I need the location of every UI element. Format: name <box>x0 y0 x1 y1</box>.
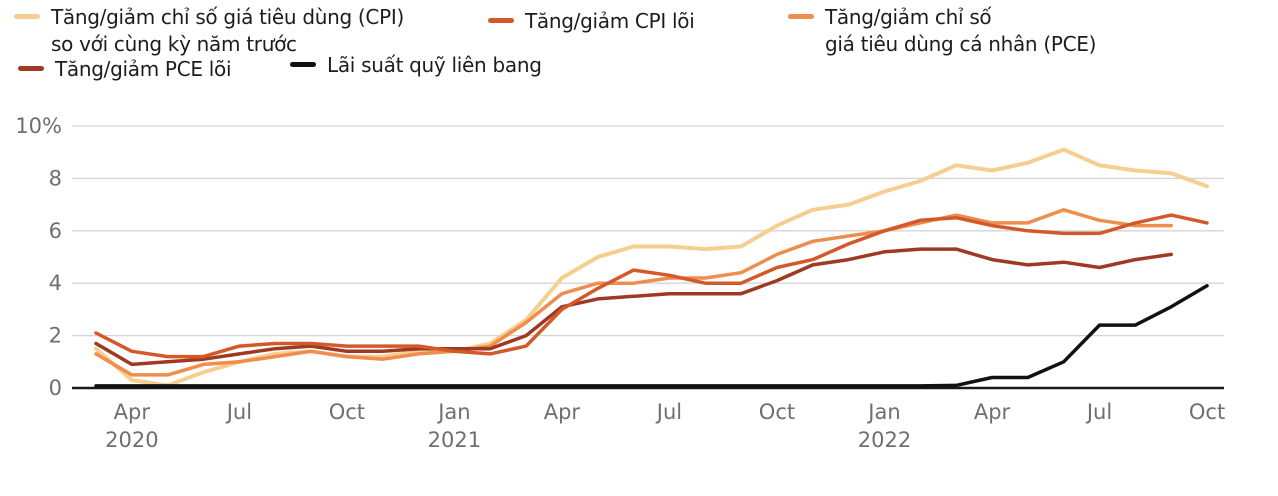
x-tick-year-label: 2021 <box>428 428 481 452</box>
legend-label-line2: giá tiêu dùng cá nhân (PCE) <box>825 32 1097 56</box>
x-tick-label: Apr <box>544 400 581 424</box>
legend-swatch-core-pce <box>18 66 44 71</box>
x-tick-label: Jul <box>225 400 252 424</box>
legend-item-pce: Tăng/giảm chỉ số giá tiêu dùng cá nhân (… <box>788 4 1155 58</box>
legend-label-pce: Tăng/giảm chỉ số giá tiêu dùng cá nhân (… <box>825 4 1155 58</box>
y-tick-label-10: 10% <box>15 114 62 138</box>
x-tick-label: Jan <box>436 400 470 424</box>
legend-swatch-core-cpi <box>488 18 514 23</box>
legend-label-core-pce: Tăng/giảm PCE lõi <box>55 57 232 81</box>
legend-item-core-cpi: Tăng/giảm CPI lõi <box>488 8 695 35</box>
y-tick-label-0: 0 <box>49 376 62 400</box>
x-tick-label: Jul <box>1085 400 1112 424</box>
y-tick-label-8: 8 <box>49 166 62 190</box>
legend-item-cpi: Tăng/giảm chỉ số giá tiêu dùng (CPI) so … <box>14 4 481 58</box>
y-tick-label-6: 6 <box>49 219 62 243</box>
series-fed_funds <box>94 284 1209 388</box>
x-tick-label: Apr <box>974 400 1011 424</box>
x-tick-label: Apr <box>114 400 151 424</box>
y-tick-label-2: 2 <box>49 324 62 348</box>
series-cpi <box>94 147 1209 388</box>
legend-swatch-pce <box>788 14 814 19</box>
series-pce <box>94 208 1173 377</box>
legend-label-line1: Tăng/giảm chỉ số giá tiêu dùng (CPI) <box>51 5 404 29</box>
x-tick-year-label: 2020 <box>105 428 158 452</box>
x-tick-label: Jul <box>655 400 682 424</box>
x-tick-label: Oct <box>329 400 365 424</box>
legend-label-core-cpi: Tăng/giảm CPI lõi <box>525 9 695 33</box>
chart-legend: Tăng/giảm chỉ số giá tiêu dùng (CPI) so … <box>0 0 1278 100</box>
legend-swatch-cpi <box>14 14 40 19</box>
legend-label-line1: Tăng/giảm chỉ số <box>825 5 992 29</box>
legend-swatch-fed-funds <box>290 62 316 67</box>
x-tick-label: Oct <box>1189 400 1225 424</box>
y-tick-label-4: 4 <box>49 271 62 295</box>
legend-label-line2: so với cùng kỳ năm trước <box>51 32 297 56</box>
x-tick-label: Jan <box>866 400 900 424</box>
legend-item-fed-funds: Lãi suất quỹ liên bang <box>290 52 542 79</box>
x-tick-year-label: 2022 <box>858 428 911 452</box>
series-core_cpi <box>94 213 1209 359</box>
legend-label-cpi: Tăng/giảm chỉ số giá tiêu dùng (CPI) so … <box>51 4 481 58</box>
legend-item-core-pce: Tăng/giảm PCE lõi <box>18 56 232 83</box>
series-core_pce <box>94 247 1173 367</box>
x-tick-label: Oct <box>759 400 795 424</box>
legend-label-fed-funds: Lãi suất quỹ liên bang <box>327 53 542 77</box>
